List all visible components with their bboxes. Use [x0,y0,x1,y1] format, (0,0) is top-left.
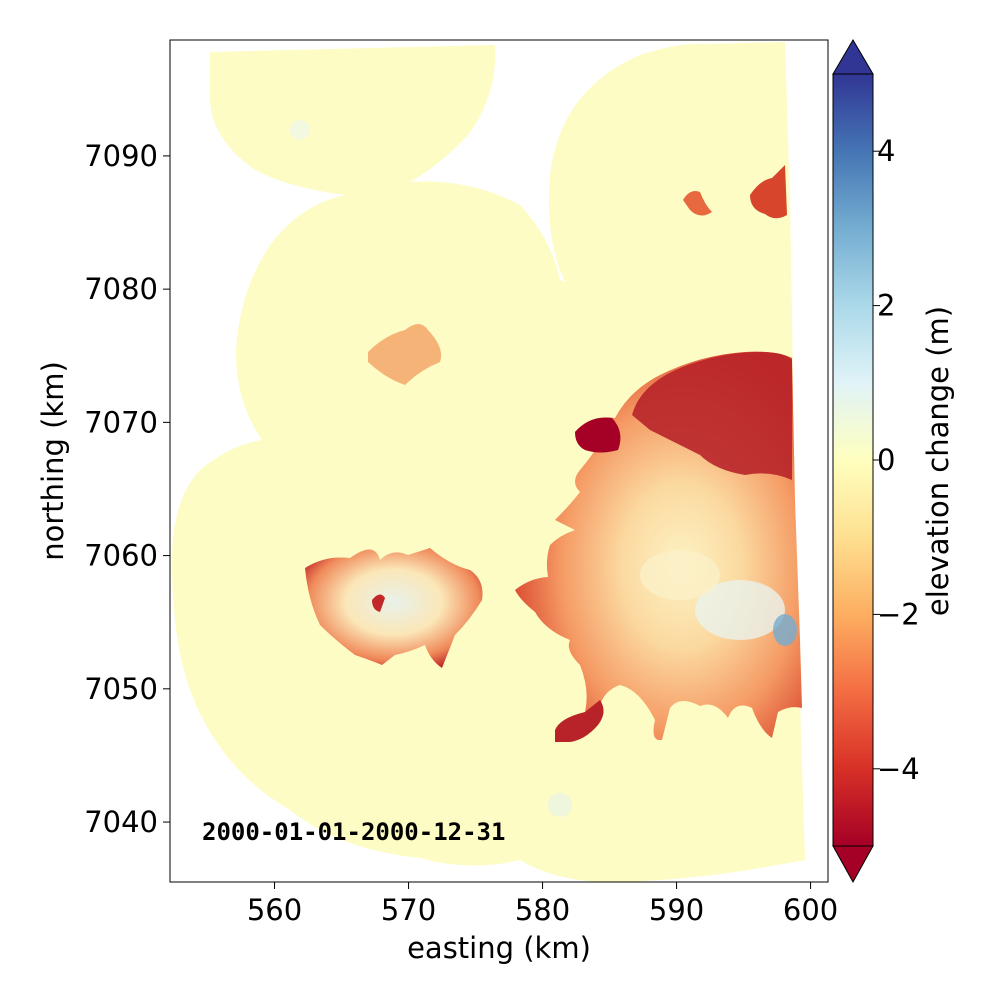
x-tick-label: 580 [515,893,570,927]
x-tick-label: 590 [649,893,704,927]
y-tick-label: 7080 [84,272,158,306]
x-tick-label: 560 [247,893,302,927]
icecap-strong-loss-zone [632,352,792,480]
glacier-north-small [683,191,712,216]
glacier-northwest-patch [368,324,442,385]
colorbar-ticks: 4 2 0 −2 −4 [873,134,920,786]
colorbar-label: elevation change (m) [921,306,955,616]
y-tick-label: 7060 [84,539,158,573]
colorbar-extend-max [832,39,874,75]
x-axis-title: easting (km) [407,931,591,965]
colorbar-tick-label: 4 [877,134,895,168]
glacier-west-outlet [372,594,385,612]
colorbar-gradient [832,73,874,847]
glacier-west-icecap [305,548,483,668]
glacier-southwest-outlet [555,700,604,742]
heatmap-image [172,42,805,882]
colorbar-extend-min [832,845,874,884]
colorbar: 4 2 0 −2 −4 elevation change (m) [832,39,955,884]
y-tick-label: 7070 [84,405,158,439]
y-tick-label: 7040 [84,805,158,839]
glacier-northeast [750,165,787,219]
x-tick-label: 570 [381,893,436,927]
y-axis-title: northing (km) [36,361,70,561]
icecap-west-lobe [575,417,621,453]
y-axis: 7040 7050 7060 7070 7080 7090 [84,139,170,839]
y-tick-label: 7090 [84,139,158,173]
x-axis: 560 570 580 590 600 [247,882,838,927]
colorbar-tick-label: −4 [877,752,920,786]
plot-frame [169,39,829,883]
date-range-annotation: 2000-01-01-2000-12-31 [202,818,505,846]
x-tick-label: 600 [783,893,838,927]
y-tick-label: 7050 [84,672,158,706]
colorbar-tick-label: 0 [877,443,895,477]
colorbar-tick-label: 2 [877,289,895,323]
colorbar-tick-label: −2 [877,597,920,631]
